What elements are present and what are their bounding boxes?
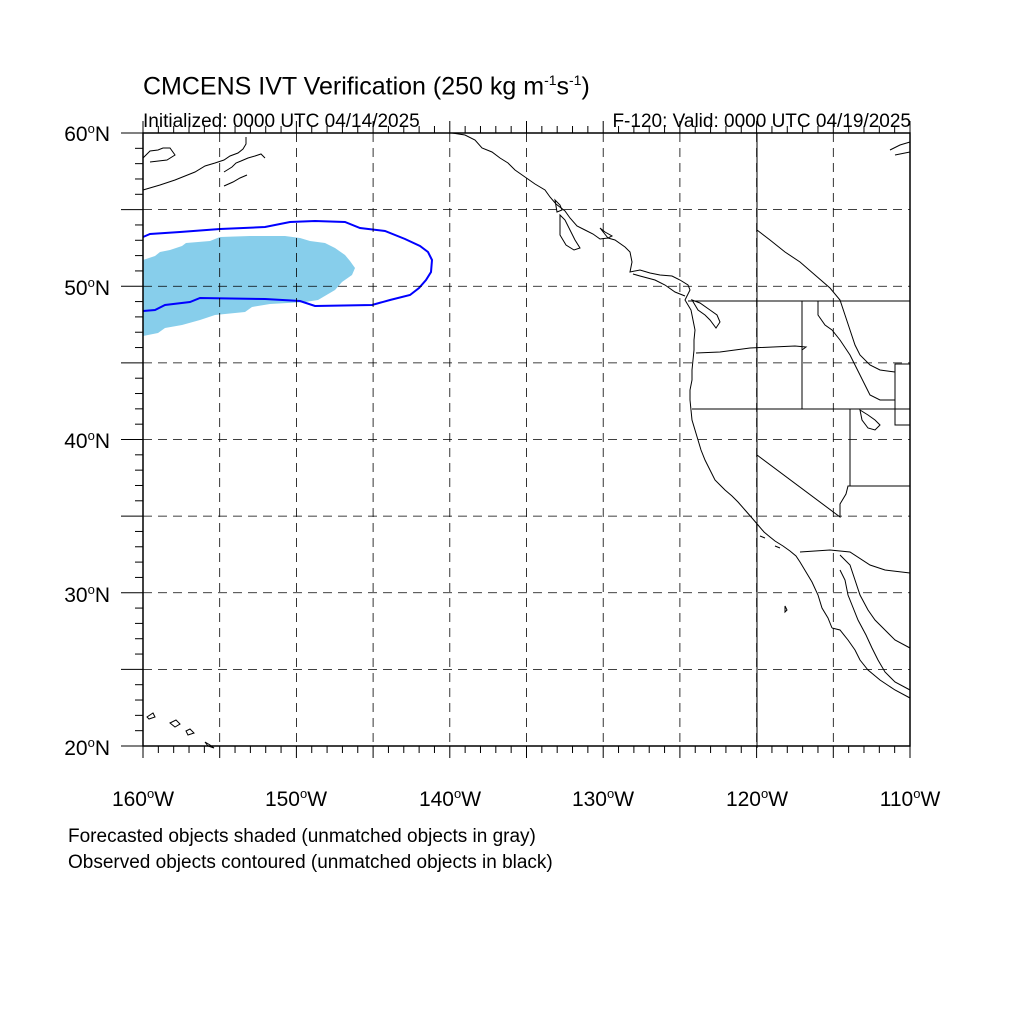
lon-label: 160oW (111, 786, 175, 811)
coastlines (142, 132, 911, 749)
grid-lines (143, 133, 910, 746)
valid-time-label: F-120: Valid: 0000 UTC 04/19/2025 (612, 111, 911, 132)
axis-ticks (121, 121, 911, 758)
lat-label: 30oN (64, 582, 110, 607)
lat-label: 20oN (64, 735, 110, 760)
lat-label: 60oN (64, 121, 110, 146)
lat-label: 40oN (64, 428, 110, 453)
lon-label: 130oW (571, 786, 635, 811)
lon-label: 150oW (264, 786, 328, 811)
init-time-label: Initialized: 0000 UTC 04/14/2025 (143, 111, 420, 132)
plot-title: CMCENS IVT Verification (250 kg m-1s-1) (143, 72, 590, 101)
footnote-forecast: Forecasted objects shaded (unmatched obj… (68, 826, 536, 847)
lon-label: 120oW (725, 786, 789, 811)
lon-label: 110oW (879, 786, 941, 811)
observed-object-contour (142, 219, 434, 312)
lat-label: 50oN (64, 275, 110, 300)
footnote-observed: Observed objects contoured (unmatched ob… (68, 852, 553, 873)
lon-label: 140oW (418, 786, 482, 811)
